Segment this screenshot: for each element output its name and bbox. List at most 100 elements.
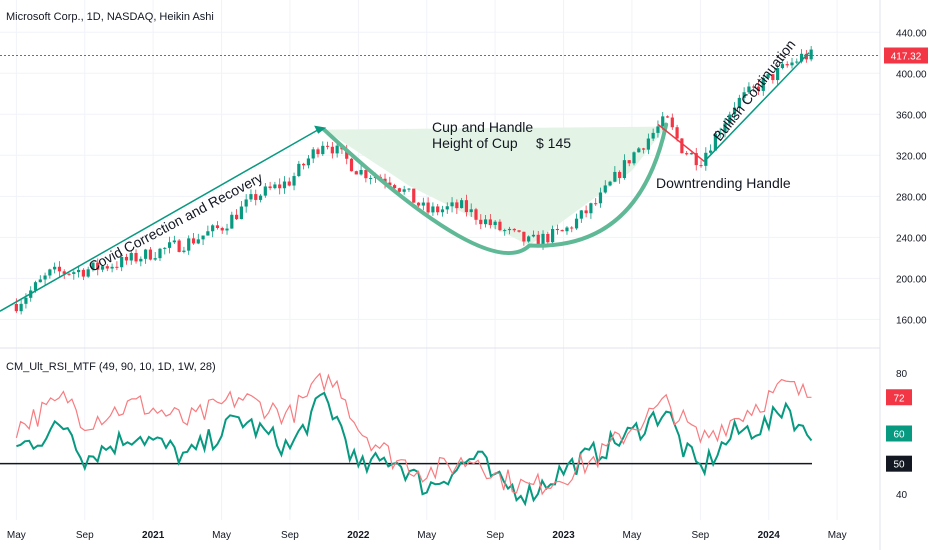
candle-body xyxy=(742,92,746,98)
candle-body xyxy=(445,206,449,210)
candle-body xyxy=(91,262,95,270)
rsi-line-slow xyxy=(15,372,812,496)
candle-body xyxy=(244,199,248,207)
candle-body xyxy=(172,240,176,243)
candle-body xyxy=(488,219,492,226)
arrowhead xyxy=(314,125,327,134)
last-price-badge-text: 417.32 xyxy=(891,52,922,63)
candle-body xyxy=(670,117,674,128)
candle-body xyxy=(675,127,679,139)
price-tick-label: 320.00 xyxy=(896,151,927,162)
rsi-slow-badge xyxy=(886,389,912,406)
annotation-bullish: Bullish Continuation xyxy=(710,36,799,143)
candle-body xyxy=(699,165,703,167)
rsi-fast-badge-text: 60 xyxy=(893,429,905,440)
time-tick-label: 2024 xyxy=(758,530,781,541)
time-tick-label: Sep xyxy=(691,530,709,541)
candle-body xyxy=(206,231,210,236)
candle-body xyxy=(512,228,516,231)
chart-title: Microsoft Corp., 1D, NASDAQ, Heikin Ashi xyxy=(6,11,214,23)
candle-body xyxy=(799,53,804,62)
time-tick-label: May xyxy=(828,530,847,541)
candle-body xyxy=(38,279,42,283)
rsi-pane xyxy=(0,372,813,507)
candle-body xyxy=(694,153,698,166)
rsi-line-fast xyxy=(16,391,813,507)
candle-body xyxy=(287,181,291,186)
candle-body xyxy=(776,68,780,81)
candle-body xyxy=(479,219,483,225)
candle-body xyxy=(795,61,799,63)
candle-body xyxy=(53,266,57,270)
time-tick-label: May xyxy=(7,530,26,541)
cup-curve xyxy=(322,122,669,255)
candle-body xyxy=(507,228,512,231)
candle-body xyxy=(220,227,224,231)
candle-body xyxy=(440,209,445,213)
candle-body xyxy=(713,133,717,151)
candle-body xyxy=(804,53,808,60)
rsi-tick-label: 80 xyxy=(896,369,908,380)
candle-body xyxy=(57,266,62,272)
annotation-cup-height-label: Height of Cup xyxy=(432,135,518,151)
candle-body xyxy=(24,297,28,304)
candle-body xyxy=(565,227,569,232)
price-tick-label: 200.00 xyxy=(896,274,927,285)
candle-body xyxy=(62,271,66,274)
candle-body xyxy=(723,123,727,133)
candle-body xyxy=(273,184,277,189)
candle-body xyxy=(316,149,320,155)
candle-body xyxy=(96,262,100,270)
candle-body xyxy=(225,228,229,231)
candle-body xyxy=(302,163,306,166)
rsi-50-badge-text: 50 xyxy=(893,460,905,471)
candle-body xyxy=(393,185,397,189)
candle-body xyxy=(67,273,71,275)
candle-body xyxy=(263,186,267,196)
candle-body xyxy=(278,184,282,189)
candle-body xyxy=(752,86,756,88)
candle-body xyxy=(230,214,234,229)
candle-body xyxy=(732,107,737,115)
candle-body xyxy=(14,303,18,312)
time-tick-label: 2021 xyxy=(142,530,165,541)
candle-body xyxy=(766,74,770,78)
candle-body xyxy=(383,178,387,183)
candle-body xyxy=(397,188,401,192)
time-tick-label: Sep xyxy=(76,530,94,541)
candle-body xyxy=(364,169,368,179)
candle-body xyxy=(598,192,603,204)
candle-body xyxy=(761,77,765,91)
candle-body xyxy=(503,230,507,232)
candle-body xyxy=(297,163,301,177)
candle-body xyxy=(608,181,612,186)
candle-body xyxy=(182,250,186,252)
candle-body xyxy=(115,266,119,268)
candle-body xyxy=(196,239,200,244)
candle-body xyxy=(306,158,311,166)
candle-body xyxy=(268,186,272,189)
candle-body xyxy=(388,182,392,186)
candle-body xyxy=(637,148,641,153)
price-tick-label: 160.00 xyxy=(896,315,927,326)
candle-body xyxy=(555,228,559,231)
candle-body xyxy=(771,74,775,81)
candle-body xyxy=(426,202,430,213)
candle-body xyxy=(254,194,258,200)
candle-body xyxy=(709,150,713,153)
candle-body xyxy=(19,303,23,312)
candle-body xyxy=(258,195,263,200)
candle-body xyxy=(177,240,181,252)
candle-body xyxy=(191,238,196,244)
candle-body xyxy=(541,233,545,246)
candle-body xyxy=(651,132,655,139)
candle-body xyxy=(81,269,85,277)
candle-body xyxy=(335,145,339,154)
candle-body xyxy=(656,126,660,133)
candle-body xyxy=(594,203,598,205)
candle-body xyxy=(689,153,694,155)
candle-body xyxy=(139,258,143,262)
candle-body xyxy=(632,152,636,164)
candle-body xyxy=(527,236,531,242)
candle-body xyxy=(737,97,741,108)
